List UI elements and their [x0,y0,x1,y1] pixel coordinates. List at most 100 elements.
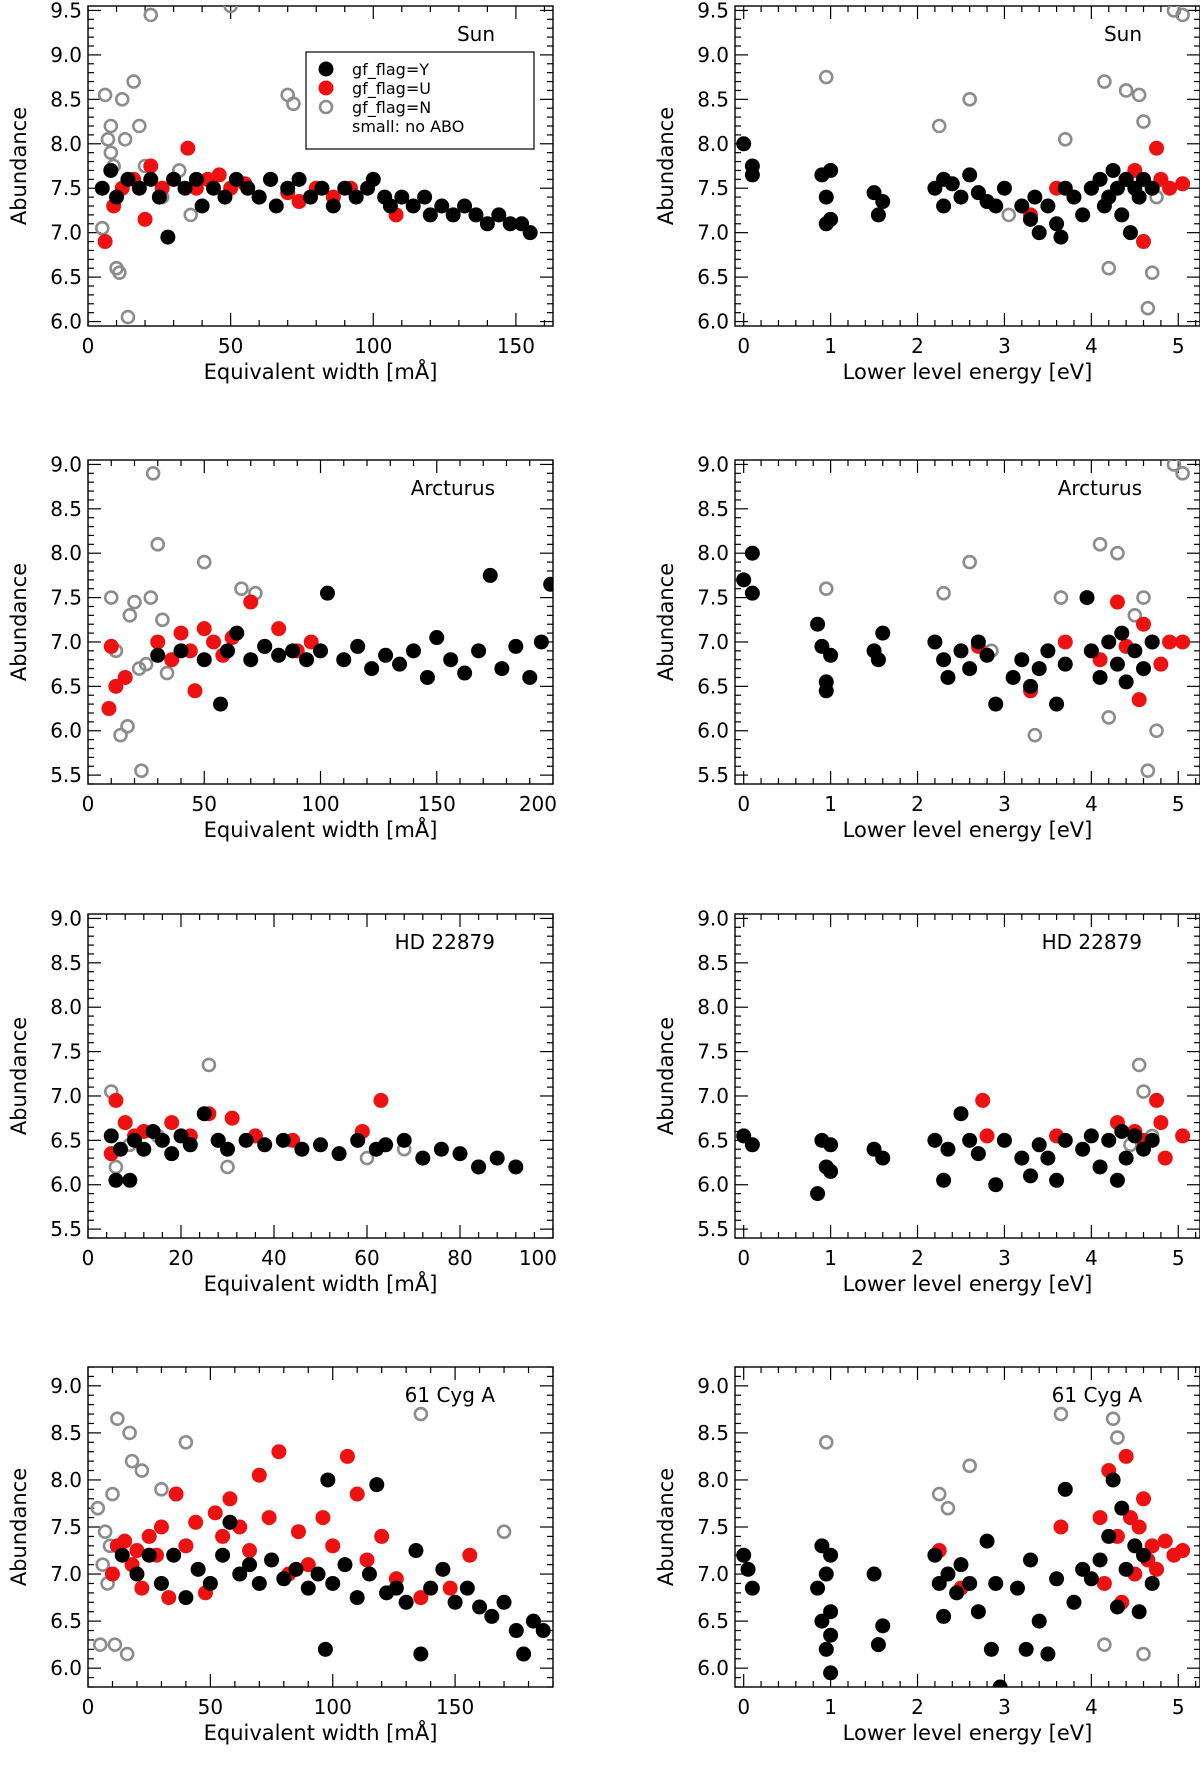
point-y [190,1561,206,1577]
y-tick-label: 7.0 [697,1084,729,1108]
point-y [953,1557,969,1573]
point-n [132,118,147,134]
point-y [166,1547,182,1563]
point-u [1175,1128,1191,1144]
point-n [155,612,170,628]
point-u [141,1528,157,1544]
point-n [201,1057,217,1073]
point-y [145,1123,161,1139]
point-u [303,634,319,650]
point-y [1057,1481,1073,1497]
point-y [1118,1150,1134,1166]
point-u [1175,176,1191,192]
point-u [290,1524,306,1540]
point-u [1157,1533,1173,1549]
point-y [1031,1613,1047,1629]
axes-frame [87,913,554,1239]
point-n [1057,132,1073,147]
legend-box [305,51,535,150]
point-y [996,180,1012,196]
point-n [112,265,127,280]
point-y [166,171,182,187]
y-tick-label: 8.0 [50,132,82,156]
point-y [1109,656,1125,672]
axes-frame [734,5,1200,327]
point-n [1144,265,1160,280]
point-n [223,6,238,14]
x-tick-label: 3 [998,1695,1011,1719]
point-y [823,1547,839,1563]
point-y [1023,1552,1039,1568]
point-y [1075,1141,1091,1157]
point-n [100,132,116,147]
x-tick-label: 200 [519,792,557,816]
point-y [294,1141,310,1157]
point-y [543,576,553,592]
point-n [962,92,977,107]
point-y [113,1141,129,1157]
point-n [1166,460,1182,472]
point-n [124,1453,140,1469]
point-y [1049,216,1065,232]
y-tick-label: 9.0 [50,1374,82,1398]
y-axis-label: Abundance [7,1017,31,1135]
point-n [359,1150,375,1166]
x-tick-label: 150 [436,1695,474,1719]
point-y [1031,661,1047,677]
point-n [818,1434,834,1450]
y-tick-label: 7.5 [697,176,729,200]
point-y [996,1132,1012,1148]
point-y [408,1543,424,1559]
point-u [150,634,166,650]
point-y [350,638,366,654]
point-u [188,1514,204,1530]
x-tick-label: 2 [911,1246,924,1270]
point-y [131,180,147,196]
point-u [271,1444,287,1460]
point-y [173,643,189,659]
panel-61cyga-ep: 0 1 2 3 4 5 6.0 6.5 7.0 7.5 8.0 8.5 9.0 Lower level e… [654,1366,1200,1745]
point-y [940,1566,956,1582]
point-y [365,171,381,187]
y-tick-label: 5.5 [697,1217,729,1241]
point-y [349,1590,365,1606]
point-y [1092,171,1108,187]
point-y [1075,207,1091,223]
y-tick-label: 8.5 [50,951,82,975]
point-y [823,1137,839,1153]
point-u [1122,1510,1138,1526]
point-u [129,1543,145,1559]
point-u [1118,1448,1134,1464]
y-tick-label: 9.5 [50,0,82,22]
point-y [1040,1150,1056,1166]
point-u [134,1580,150,1596]
point-y [870,207,886,223]
point-y [1127,643,1143,659]
point-y [1114,1500,1130,1516]
point-n [1175,466,1190,481]
y-tick-label: 7.0 [50,221,82,245]
point-u [271,621,287,637]
x-axis-label: Equivalent width [mÅ] [204,816,438,842]
point-y [313,643,328,659]
y-tick-label: 8.5 [697,87,729,111]
panel-title: Sun [1104,22,1142,46]
point-y [443,652,459,668]
point-y [435,1561,451,1577]
point-y [744,545,760,561]
point-n [103,145,119,160]
point-n [1140,300,1156,316]
x-tick-label: 100 [519,1246,557,1270]
point-y [953,189,969,205]
y-tick-label: 9.0 [697,43,729,67]
point-y [240,180,256,196]
point-y [136,1141,152,1157]
point-n [90,1500,106,1516]
data-points [736,1057,1191,1202]
point-y [944,176,960,192]
legend-note: small: no ABO [352,117,464,136]
point-y [288,1561,304,1577]
y-tick-label: 6.5 [50,265,82,289]
point-y [940,1141,956,1157]
